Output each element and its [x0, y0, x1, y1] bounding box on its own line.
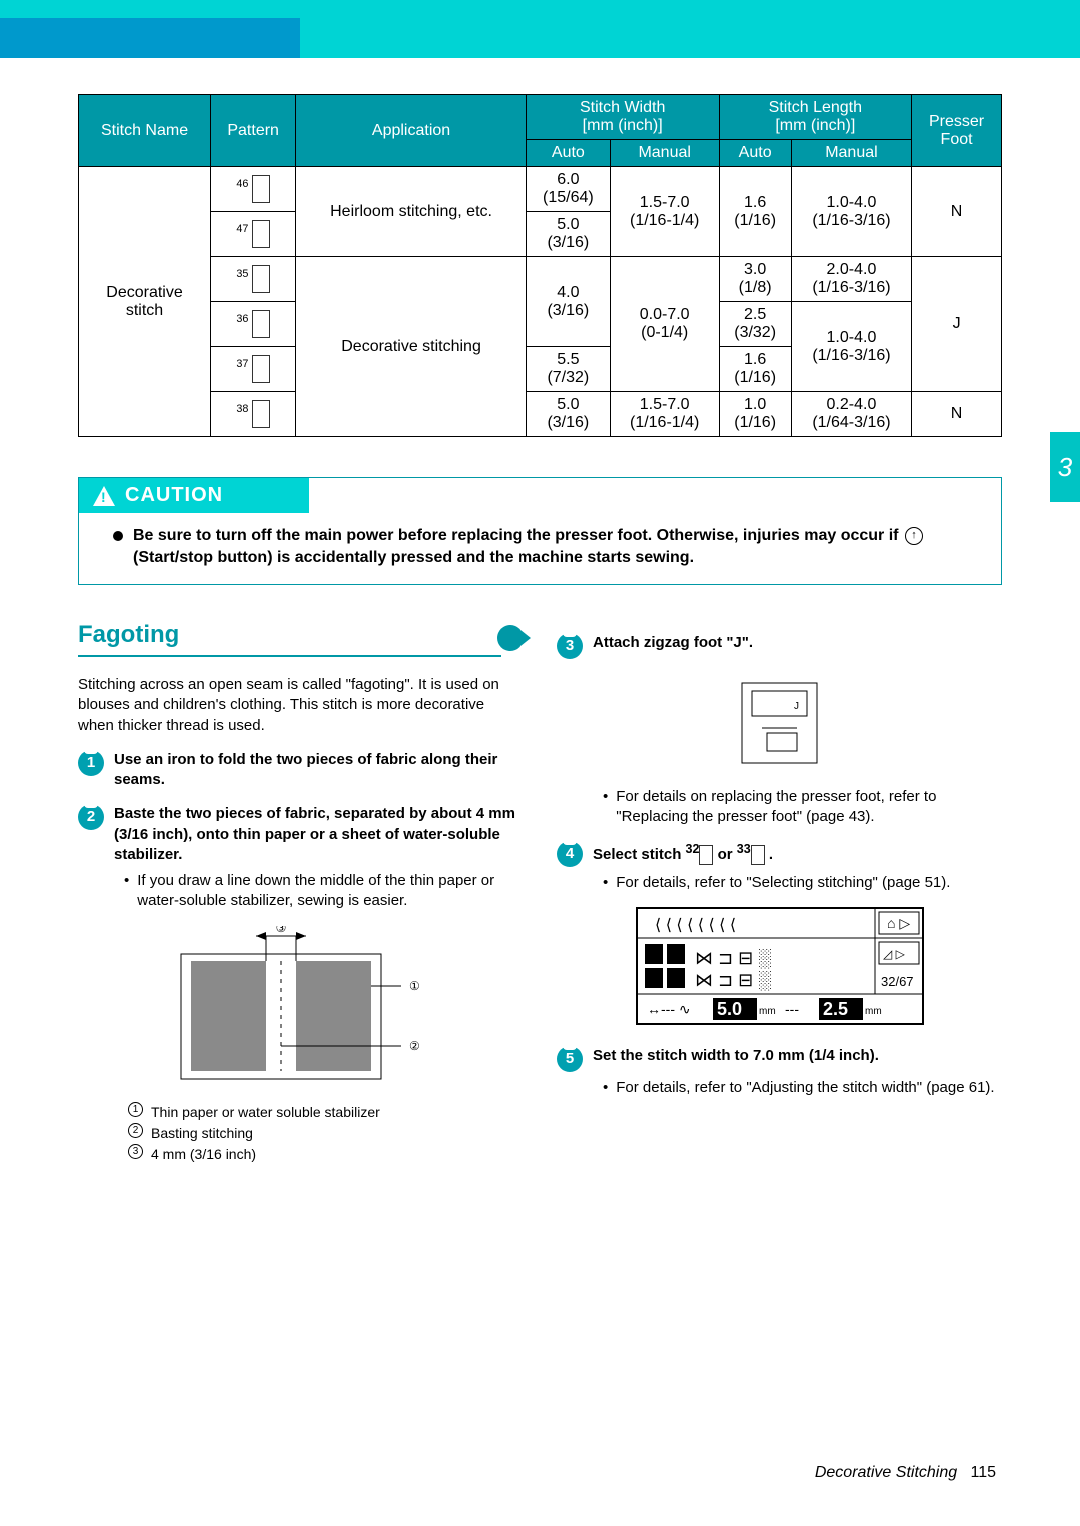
th-pattern: Pattern — [211, 95, 296, 167]
step-1-text: Use an iron to fold the two pieces of fa… — [114, 750, 523, 791]
left-column: Fagoting Stitching across an open seam i… — [78, 619, 523, 1165]
svg-text:⌂ ▷: ⌂ ▷ — [887, 915, 910, 931]
bullet-icon — [113, 531, 123, 541]
svg-text:⟨ ⟨ ⟨ ⟨ ⟨ ⟨ ⟨ ⟨: ⟨ ⟨ ⟨ ⟨ ⟨ ⟨ ⟨ ⟨ — [655, 917, 736, 934]
table-cell: 1.5-7.0 (1/16-1/4) — [610, 392, 719, 437]
th-w-manual: Manual — [610, 140, 719, 167]
step-2-text: Baste the two pieces of fabric, separate… — [114, 804, 523, 865]
application-cell: Heirloom stitching, etc. — [296, 167, 527, 257]
table-cell: 5.0 (3/16) — [526, 392, 610, 437]
svg-text:mm: mm — [865, 1006, 882, 1017]
caution-header: CAUTION — [79, 478, 309, 513]
table-cell: N — [912, 392, 1002, 437]
table-cell: 3.0 (1/8) — [719, 257, 791, 302]
table-cell: J — [912, 257, 1002, 392]
step-number-4: 4 — [557, 841, 583, 867]
pattern-cell: 35 — [211, 257, 296, 302]
intro-text: Stitching across an open seam is called … — [78, 675, 523, 736]
step-number-2: 2 — [78, 804, 104, 830]
th-length: Stitch Length [mm (inch)] — [719, 95, 912, 140]
table-cell: 1.0 (1/16) — [719, 392, 791, 437]
page-footer: Decorative Stitching 115 — [815, 1464, 996, 1482]
fagoting-diagram: ③ ① ② — [171, 926, 431, 1092]
table-cell: N — [912, 167, 1002, 257]
svg-text:◿ ▷: ◿ ▷ — [883, 947, 906, 961]
table-cell: 1.0-4.0 (1/16-3/16) — [791, 167, 911, 257]
start-stop-icon: ↑ — [905, 527, 923, 545]
th-width: Stitch Width [mm (inch)] — [526, 95, 719, 140]
table-cell: 1.5-7.0 (1/16-1/4) — [610, 167, 719, 257]
svg-text:②: ② — [409, 1039, 420, 1053]
table-cell: 1.6 (1/16) — [719, 167, 791, 257]
step-3-text: Attach zigzag foot "J". — [593, 633, 753, 659]
step-4-sub: For details, refer to "Selecting stitchi… — [603, 873, 1002, 893]
step-2-sub: If you draw a line down the middle of th… — [124, 871, 523, 912]
lcd-screen-diagram: ⟨ ⟨ ⟨ ⟨ ⟨ ⟨ ⟨ ⟨ ⌂ ▷ ⋈ ⊐ ⊟ ░ ⋈ ⊐ ⊟ ░ ◿ ▷ … — [635, 906, 925, 1032]
svg-text:J: J — [794, 701, 799, 712]
section-title: Fagoting — [78, 619, 501, 657]
svg-text:⋈ ⊐ ⊟ ░: ⋈ ⊐ ⊟ ░ — [695, 948, 771, 969]
warning-icon — [93, 486, 115, 506]
pattern-cell: 37 — [211, 347, 296, 392]
right-column: 3 Attach zigzag foot "J". J For details … — [557, 619, 1002, 1165]
pattern-cell: 46 — [211, 167, 296, 212]
th-stitch-name: Stitch Name — [79, 95, 211, 167]
table-cell: 1.0-4.0 (1/16-3/16) — [791, 302, 911, 392]
table-cell: 2.5 (3/32) — [719, 302, 791, 347]
title-arrow-icon — [497, 625, 523, 651]
svg-text:①: ① — [409, 979, 420, 993]
presser-foot-diagram: J — [732, 673, 827, 773]
caution-text: Be sure to turn off the main power befor… — [133, 525, 975, 570]
table-cell: 6.0 (15/64) — [526, 167, 610, 212]
table-cell: 0.0-7.0 (0-1/4) — [610, 257, 719, 392]
pattern-cell: 38 — [211, 392, 296, 437]
caution-label: CAUTION — [125, 484, 223, 507]
th-l-auto: Auto — [719, 140, 791, 167]
step-number-3: 3 — [557, 633, 583, 659]
table-cell: 2.0-4.0 (1/16-3/16) — [791, 257, 911, 302]
step-5-text: Set the stitch width to 7.0 mm (1/4 inch… — [593, 1046, 879, 1072]
stitch-name-cell: Decorative stitch — [79, 167, 211, 437]
th-l-manual: Manual — [791, 140, 911, 167]
th-foot: Presser Foot — [912, 95, 1002, 167]
step-4-text: Select stitch 32 or 33 . — [593, 841, 773, 867]
step-number-5: 5 — [557, 1046, 583, 1072]
table-cell: 5.0 (3/16) — [526, 212, 610, 257]
svg-text:mm: mm — [759, 1006, 776, 1017]
step-number-1: 1 — [78, 750, 104, 776]
svg-text:↔--- ∿: ↔--- ∿ — [647, 1001, 691, 1017]
th-application: Application — [296, 95, 527, 167]
header-bar — [0, 0, 1080, 58]
table-cell: 0.2-4.0 (1/64-3/16) — [791, 392, 911, 437]
pattern-cell: 36 — [211, 302, 296, 347]
step-3-sub: For details on replacing the presser foo… — [603, 787, 1002, 828]
caution-box: CAUTION Be sure to turn off the main pow… — [78, 477, 1002, 585]
application-cell: Decorative stitching — [296, 257, 527, 437]
svg-text:③: ③ — [275, 926, 286, 935]
step-5-sub: For details, refer to "Adjusting the sti… — [603, 1078, 1002, 1098]
table-cell: 4.0 (3/16) — [526, 257, 610, 347]
stitch-table: Stitch Name Pattern Application Stitch W… — [78, 94, 1002, 437]
svg-text:2.5: 2.5 — [823, 999, 848, 1019]
pattern-cell: 47 — [211, 212, 296, 257]
svg-text:⋈ ⊐ ⊟ ░: ⋈ ⊐ ⊟ ░ — [695, 970, 771, 991]
svg-text:---: --- — [785, 1001, 799, 1017]
table-cell: 1.6 (1/16) — [719, 347, 791, 392]
svg-text:5.0: 5.0 — [717, 999, 742, 1019]
table-cell: 5.5 (7/32) — [526, 347, 610, 392]
diagram-legend: 1Thin paper or water soluble stabilizer … — [128, 1102, 523, 1165]
svg-text:32/67: 32/67 — [881, 974, 914, 989]
th-w-auto: Auto — [526, 140, 610, 167]
